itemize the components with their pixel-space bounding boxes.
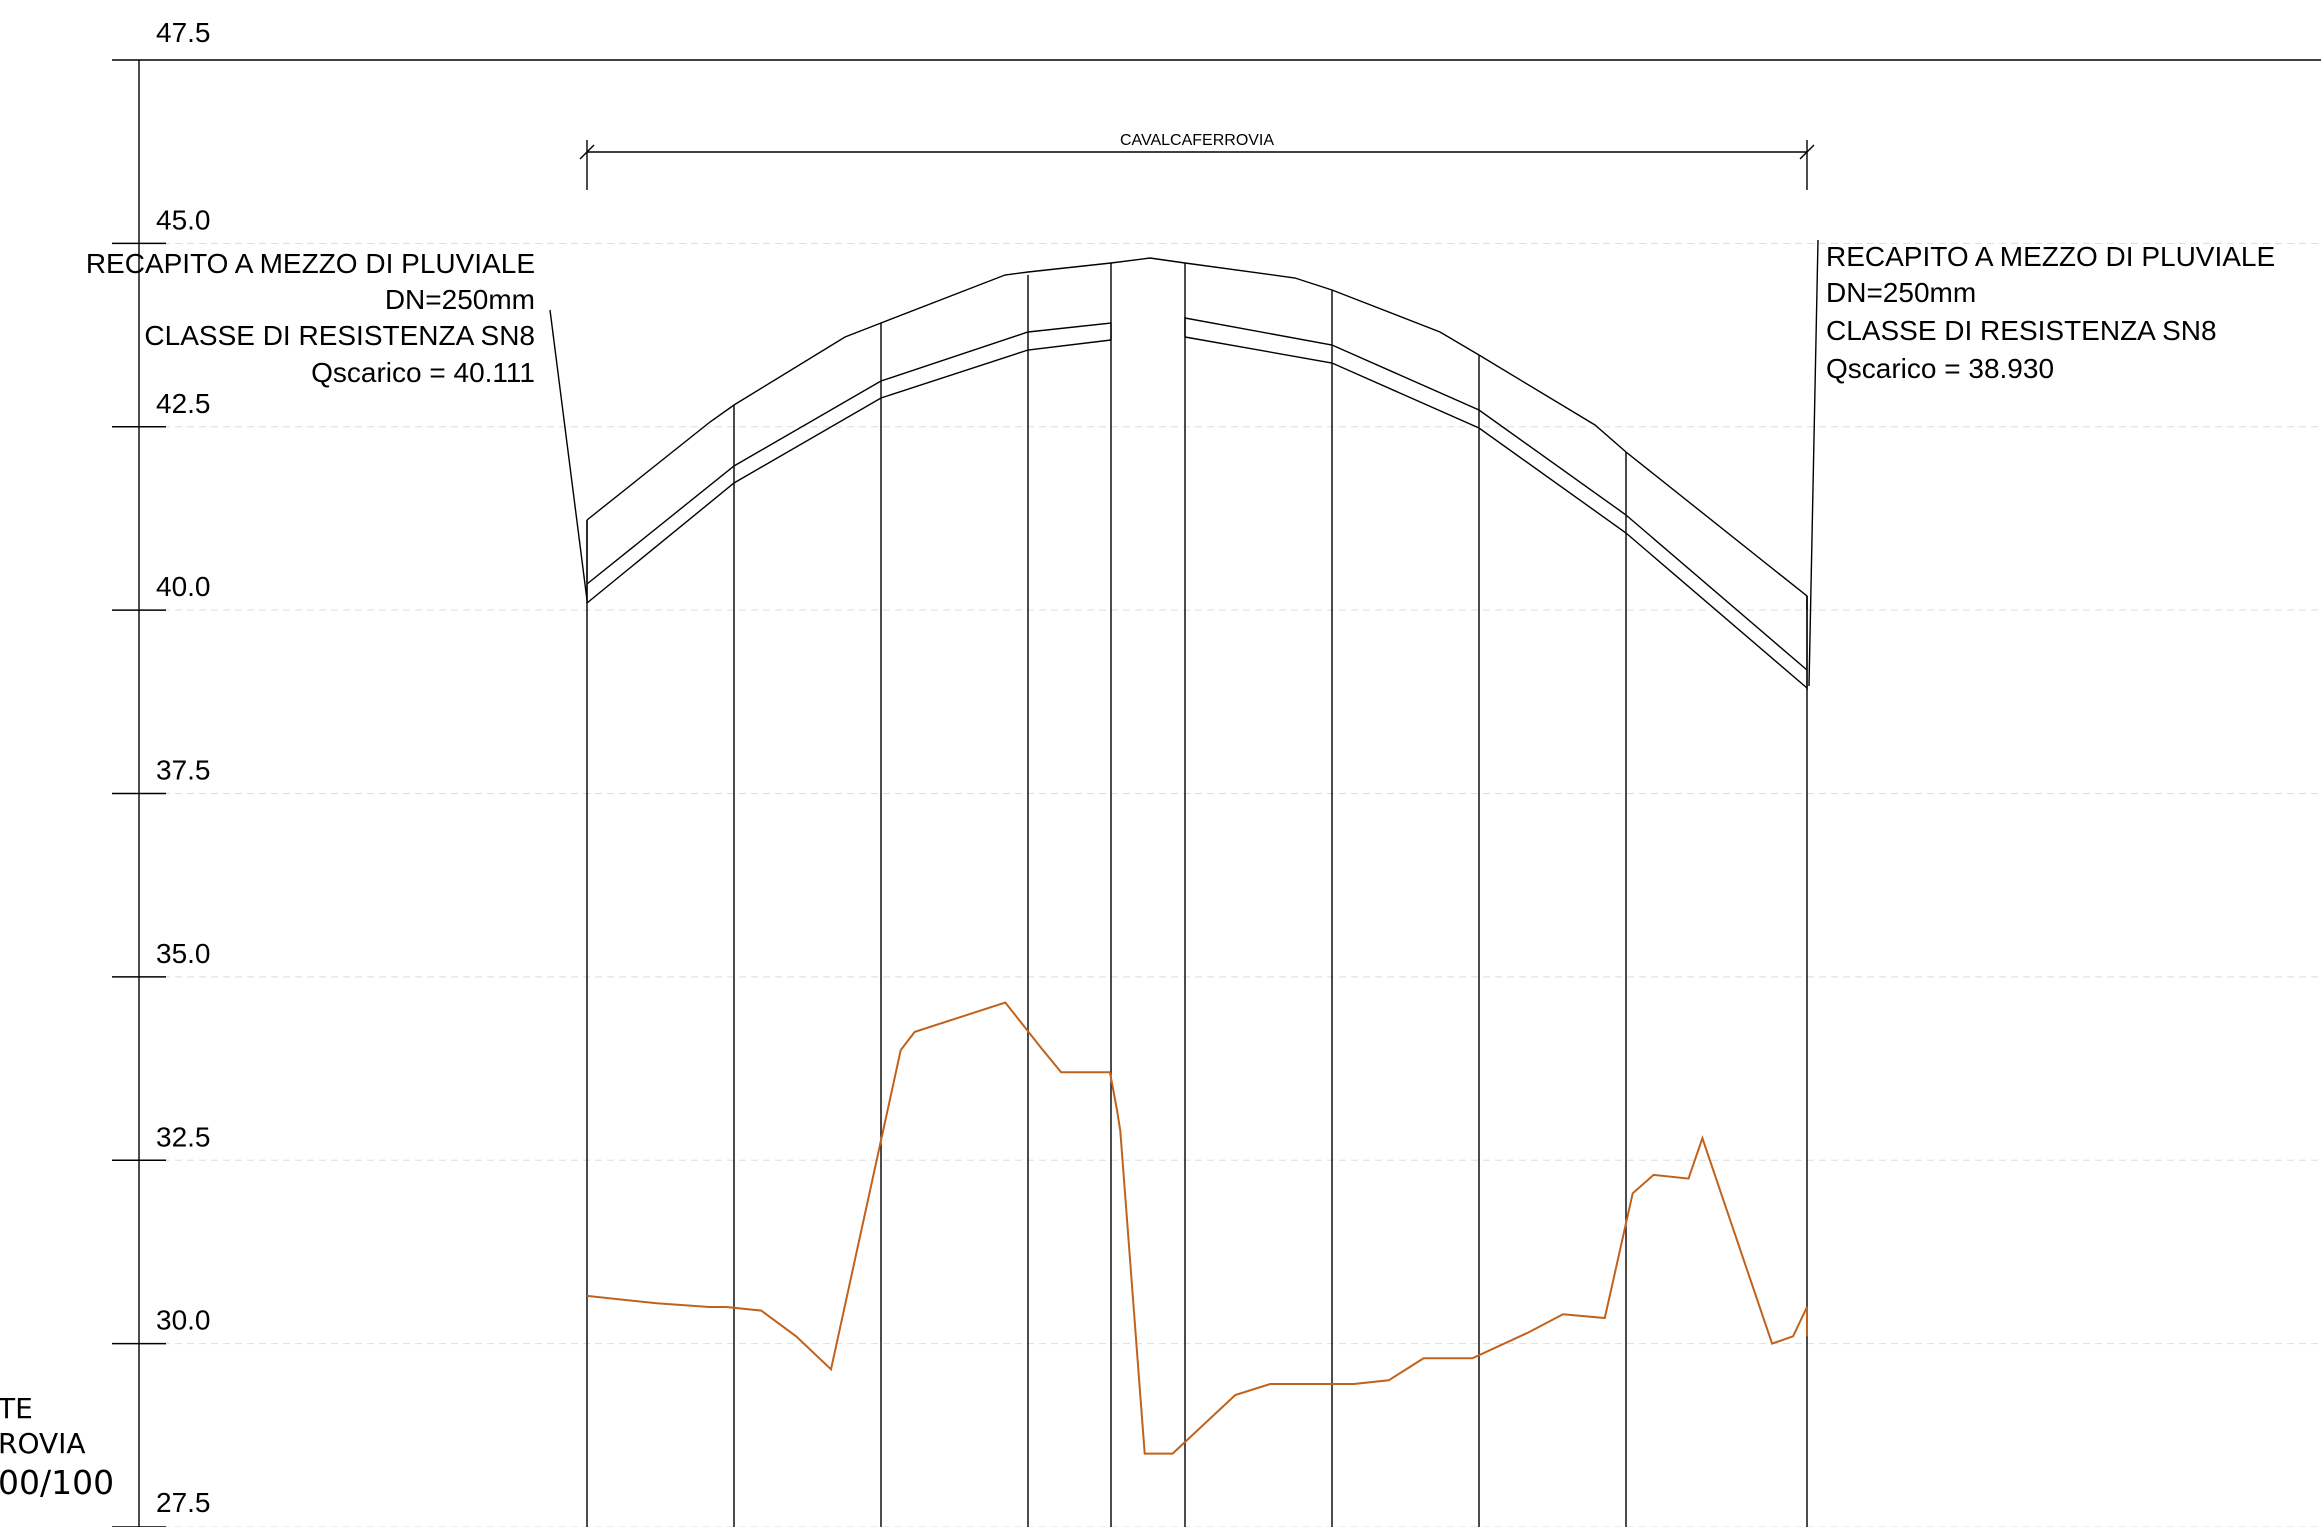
y-tick-label: 30.0 bbox=[156, 1305, 211, 1336]
y-tick-label: 35.0 bbox=[156, 938, 211, 969]
left-note-line-2: DN=250mm bbox=[385, 284, 535, 315]
grid-layer bbox=[139, 242, 2321, 1527]
right-drain-note: RECAPITO A MEZZO DI PLUVIALE DN=250mm CL… bbox=[1826, 241, 2275, 384]
y-axis-ticks: 47.5 45.0 42.5 40.0 37.5 35.0 32.5 30.0 27.5 bbox=[112, 17, 211, 1527]
y-tick-label: 40.0 bbox=[156, 571, 211, 602]
side-title: TE ROVIA 00/100 bbox=[0, 1392, 114, 1502]
deck-mid-line-right bbox=[1184, 317, 1808, 671]
left-drain-note: RECAPITO A MEZZO DI PLUVIALE DN=250mm CL… bbox=[86, 248, 535, 388]
left-note-line-1: RECAPITO A MEZZO DI PLUVIALE bbox=[86, 248, 535, 279]
dimension-label: CAVALCAFERROVIA bbox=[1120, 132, 1274, 149]
right-note-line-1: RECAPITO A MEZZO DI PLUVIALE bbox=[1826, 241, 2275, 272]
deck-mid-line-left bbox=[586, 322, 1112, 585]
right-note-line-3: CLASSE DI RESISTENZA SN8 bbox=[1826, 315, 2217, 346]
y-tick-label: 47.5 bbox=[156, 17, 211, 48]
side-title-line-1: TE bbox=[0, 1392, 33, 1425]
y-tick-label: 27.5 bbox=[156, 1487, 211, 1518]
left-note-line-3: CLASSE DI RESISTENZA SN8 bbox=[144, 320, 535, 351]
side-title-line-3: 00/100 bbox=[0, 1463, 114, 1502]
dimension-line: CAVALCAFERROVIA bbox=[579, 132, 1815, 190]
station-verticals bbox=[586, 263, 1808, 1527]
side-title-line-2: ROVIA bbox=[0, 1427, 86, 1460]
right-leader-line bbox=[1808, 239, 1819, 687]
y-tick-label: 45.0 bbox=[156, 204, 211, 235]
deck-bottom-line-left bbox=[586, 339, 1112, 604]
left-leader-line bbox=[549, 309, 588, 601]
y-tick-label: 37.5 bbox=[156, 755, 211, 786]
right-note-line-2: DN=250mm bbox=[1826, 277, 1976, 308]
deck-bottom-line-right bbox=[1184, 336, 1808, 689]
deck-top-line bbox=[586, 257, 1808, 610]
y-tick-label: 32.5 bbox=[156, 1121, 211, 1152]
y-tick-label: 42.5 bbox=[156, 388, 211, 419]
terrain-profile-line bbox=[586, 1001, 1808, 1455]
left-note-line-4: Qscarico = 40.111 bbox=[311, 357, 535, 388]
right-note-line-4: Qscarico = 38.930 bbox=[1826, 353, 2054, 384]
